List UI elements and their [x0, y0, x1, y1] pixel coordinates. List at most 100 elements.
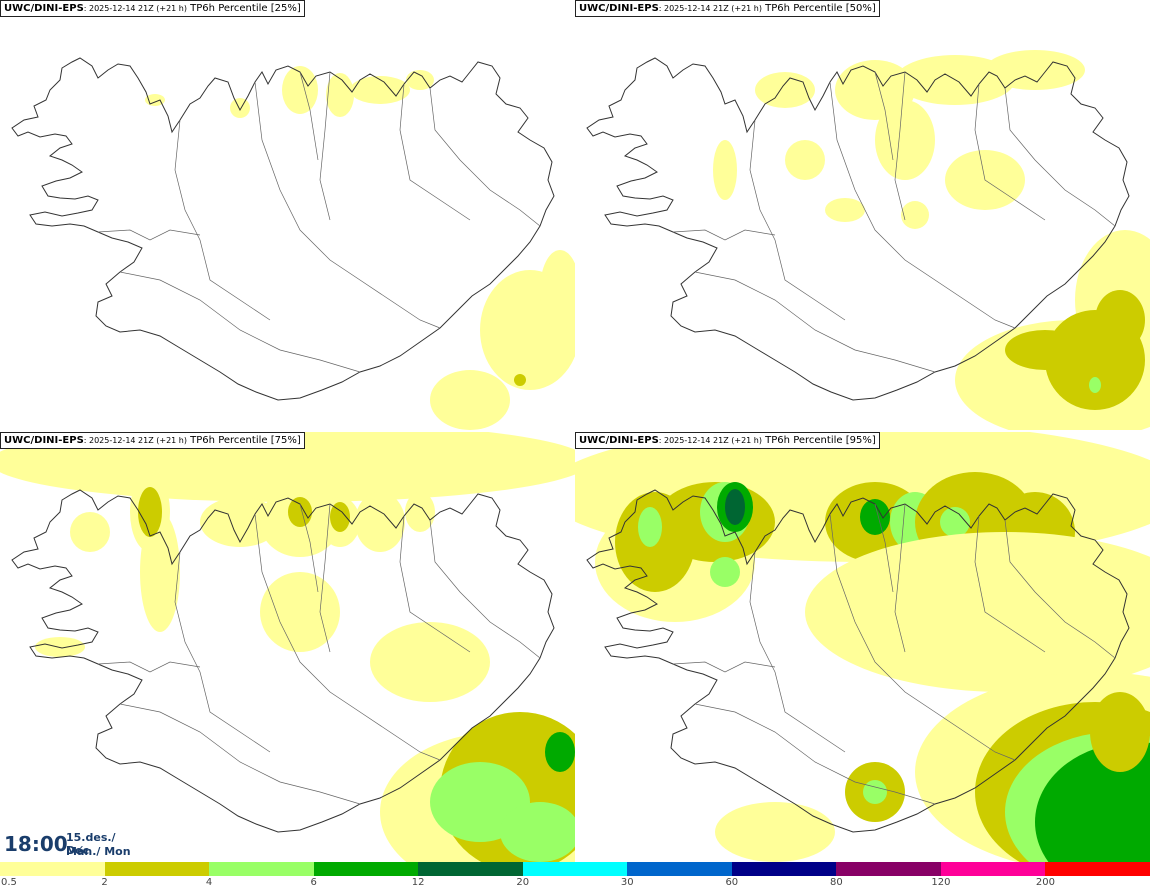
colorbar-segment [1045, 862, 1150, 876]
precip-contour [1089, 377, 1101, 393]
map-panel-p95: UWC/DINI-EPS: 2025-12-14 21Z (+21 h) TP6… [575, 432, 1150, 862]
valid-day: Mán./ Mon [66, 845, 131, 858]
colorbar-segment [627, 862, 733, 876]
road-line [319, 71, 331, 221]
precip-contour [875, 100, 935, 180]
precip-map [0, 432, 575, 862]
precip-contour [406, 70, 434, 90]
road-line [829, 81, 1016, 329]
colorbar-label: 4 [205, 877, 213, 888]
road-line [299, 71, 319, 161]
precip-contour [230, 98, 250, 118]
precip-contour [985, 50, 1085, 90]
precip-contour [713, 140, 737, 200]
coastline [11, 57, 555, 401]
map-panel-p75: UWC/DINI-EPS: 2025-12-14 21Z (+21 h) TP6… [0, 432, 575, 862]
road-line [974, 515, 1046, 653]
road-line [299, 503, 319, 593]
colorbar-label: 0.5 [1, 877, 17, 888]
road-line [874, 503, 894, 593]
panel-title: UWC/DINI-EPS: 2025-12-14 21Z (+21 h) TP6… [575, 0, 880, 17]
road-line [399, 515, 471, 653]
precip-contour [710, 557, 740, 587]
precip-contour [370, 622, 490, 702]
precip-contour [860, 499, 890, 535]
colorbar-label: 6 [310, 877, 317, 888]
road-line [254, 513, 441, 761]
road-line [119, 271, 361, 373]
road-line [974, 83, 1046, 221]
panel-title: UWC/DINI-EPS: 2025-12-14 21Z (+21 h) TP6… [0, 432, 305, 449]
precip-contour [430, 370, 510, 430]
colorbar-label: 80 [829, 877, 843, 888]
valid-date: 15.des./ Dec [66, 831, 116, 857]
product-name: TP6h Percentile [75%] [190, 435, 301, 446]
model-name: UWC/DINI-EPS [579, 435, 659, 446]
precip-contour [725, 489, 745, 525]
coastline [586, 57, 1130, 401]
colorbar-segment [104, 862, 210, 876]
precip-contour [715, 802, 835, 862]
product-name: TP6h Percentile [50%] [765, 3, 876, 14]
precip-contour [1095, 290, 1145, 350]
precip-contour [260, 572, 340, 652]
colorbar-label: 12 [411, 877, 425, 888]
model-name: UWC/DINI-EPS [4, 435, 84, 446]
precip-contour [901, 201, 929, 229]
panel-title: UWC/DINI-EPS: 2025-12-14 21Z (+21 h) TP6… [575, 432, 880, 449]
precip-contour [288, 497, 312, 527]
road-line [894, 503, 906, 653]
road-line [829, 513, 1016, 761]
road-line [254, 81, 441, 329]
colorbar-segment [0, 862, 106, 876]
precip-contour [1090, 692, 1150, 772]
valid-time: 18:00 [4, 832, 68, 856]
road-line [174, 551, 271, 753]
precip-contour [638, 507, 662, 547]
road-line [672, 229, 776, 241]
road-line [694, 271, 936, 373]
precip-contour [545, 732, 575, 772]
precip-contour [500, 802, 575, 862]
precip-contour [200, 497, 280, 547]
precip-contour [350, 76, 410, 104]
colorbar-label: 120 [931, 877, 951, 888]
road-line [174, 119, 271, 321]
run-info: : 2025-12-14 21Z (+21 h) [83, 436, 187, 445]
road-line [749, 551, 846, 753]
colorbar-label: 2 [101, 877, 108, 888]
precip-contour [825, 198, 865, 222]
precip-contour [805, 532, 1150, 692]
run-info: : 2025-12-14 21Z (+21 h) [658, 4, 762, 13]
colorbar-label: 200 [1035, 877, 1055, 888]
road-line [429, 87, 541, 227]
precip-map [586, 50, 1150, 430]
precip-contour [140, 512, 180, 632]
road-line [97, 661, 201, 673]
precip-contour [540, 250, 575, 330]
road-line [119, 703, 361, 805]
map-panel-p50: UWC/DINI-EPS: 2025-12-14 21Z (+21 h) TP6… [575, 0, 1150, 430]
colorbar-label: 60 [725, 877, 739, 888]
precip-contour [70, 512, 110, 552]
valid-time-box: 18:00 15.des./ Dec Mán./ Mon [0, 826, 133, 862]
model-name: UWC/DINI-EPS [579, 3, 659, 14]
precip-contour [1035, 742, 1150, 862]
precip-contour [405, 492, 435, 532]
precip-contour [355, 492, 405, 552]
colorbar-segment [940, 862, 1046, 876]
precip-map [575, 432, 1150, 862]
precip-contour [326, 73, 354, 117]
coastline [586, 489, 1130, 833]
road-line [1004, 519, 1116, 659]
coastline [11, 489, 555, 833]
colorbar-segment [522, 862, 628, 876]
colorbar-label: 20 [516, 877, 530, 888]
run-info: : 2025-12-14 21Z (+21 h) [658, 436, 762, 445]
colorbar-segment [836, 862, 942, 876]
road-line [894, 71, 906, 221]
colorbar-segment [209, 862, 315, 876]
product-name: TP6h Percentile [25%] [190, 3, 301, 14]
road-line [874, 71, 894, 161]
road-line [399, 83, 471, 221]
